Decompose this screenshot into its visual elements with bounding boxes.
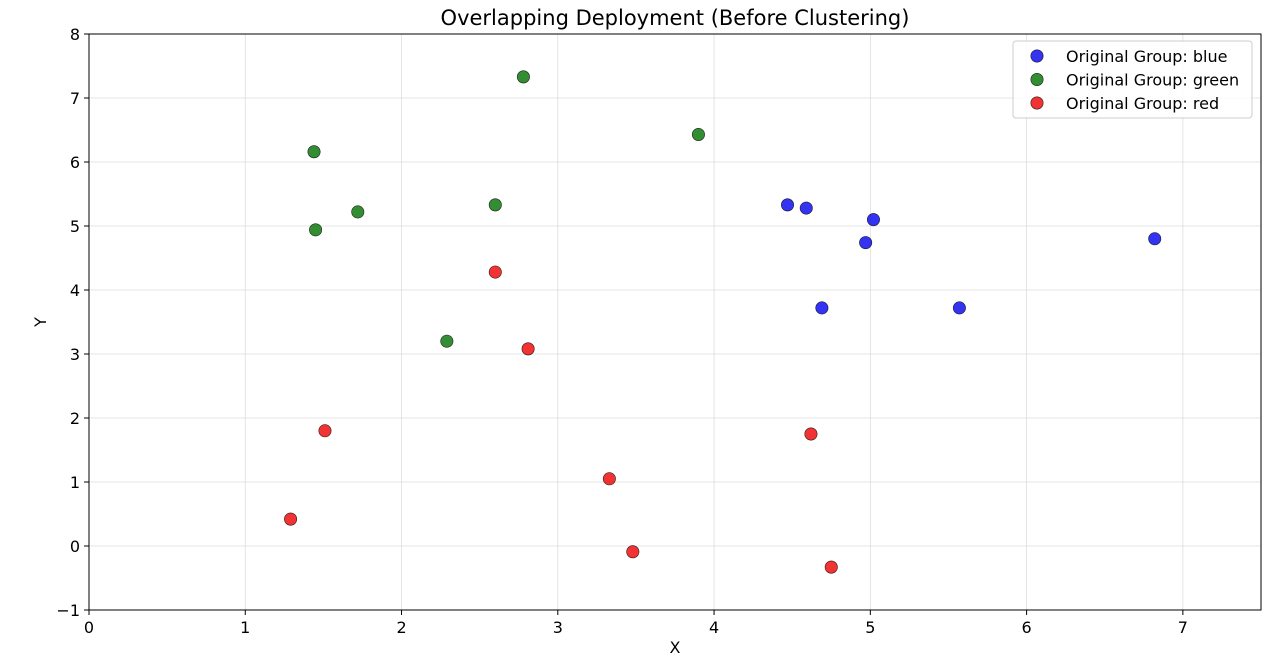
data-point bbox=[440, 334, 454, 348]
legend-marker bbox=[1030, 49, 1044, 63]
legend-label: Original Group: green bbox=[1066, 71, 1239, 90]
y-tick-label: 4 bbox=[70, 281, 80, 300]
y-tick-label: 5 bbox=[70, 217, 80, 236]
x-tick-label: 2 bbox=[396, 618, 406, 637]
x-tick-label: 7 bbox=[1178, 618, 1188, 637]
grid-lines bbox=[88, 33, 1261, 611]
data-point bbox=[799, 201, 813, 215]
x-axis-label: X bbox=[670, 638, 681, 657]
data-point bbox=[781, 198, 795, 212]
chart-title: Overlapping Deployment (Before Clusterin… bbox=[441, 6, 910, 30]
plot-area-frame bbox=[88, 33, 1262, 611]
data-point bbox=[521, 342, 535, 356]
y-tick-label: 2 bbox=[70, 409, 80, 428]
x-tick-label: 4 bbox=[709, 618, 719, 637]
legend: Original Group: blue Original Group: gree… bbox=[1012, 40, 1253, 119]
data-point bbox=[824, 560, 838, 574]
data-point bbox=[488, 265, 502, 279]
x-tick-label: 6 bbox=[1022, 618, 1032, 637]
data-point bbox=[284, 512, 298, 526]
legend-marker bbox=[1030, 96, 1044, 110]
y-tick-label: 7 bbox=[70, 89, 80, 108]
legend-marker bbox=[1030, 73, 1044, 87]
legend-box bbox=[1012, 40, 1253, 119]
data-point bbox=[804, 427, 818, 441]
y-axis-label: Y bbox=[31, 317, 50, 328]
x-tick-label: 0 bbox=[84, 618, 94, 637]
data-point bbox=[859, 236, 873, 250]
legend-label: Original Group: blue bbox=[1066, 47, 1227, 66]
y-tick-label: 1 bbox=[70, 473, 80, 492]
data-point bbox=[602, 472, 616, 486]
data-point bbox=[691, 127, 705, 141]
data-point bbox=[307, 145, 321, 159]
data-point bbox=[488, 198, 502, 212]
data-point bbox=[1148, 232, 1162, 246]
y-tick-label: 3 bbox=[70, 345, 80, 364]
legend-label: Original Group: red bbox=[1066, 94, 1219, 113]
data-points bbox=[284, 70, 1162, 574]
data-point bbox=[309, 223, 323, 237]
data-point bbox=[318, 424, 332, 438]
y-tick-label: 6 bbox=[70, 153, 80, 172]
data-point bbox=[815, 301, 829, 315]
data-point bbox=[952, 301, 966, 315]
x-tick-label: 3 bbox=[553, 618, 563, 637]
data-point bbox=[351, 205, 365, 219]
y-tick-label: 0 bbox=[70, 537, 80, 556]
y-tick-label: −1 bbox=[56, 601, 80, 620]
y-tick-label: 8 bbox=[70, 25, 80, 44]
data-point bbox=[516, 70, 530, 84]
data-point bbox=[626, 545, 640, 559]
x-tick-label: 5 bbox=[865, 618, 875, 637]
data-point bbox=[866, 213, 880, 227]
x-tick-label: 1 bbox=[240, 618, 250, 637]
